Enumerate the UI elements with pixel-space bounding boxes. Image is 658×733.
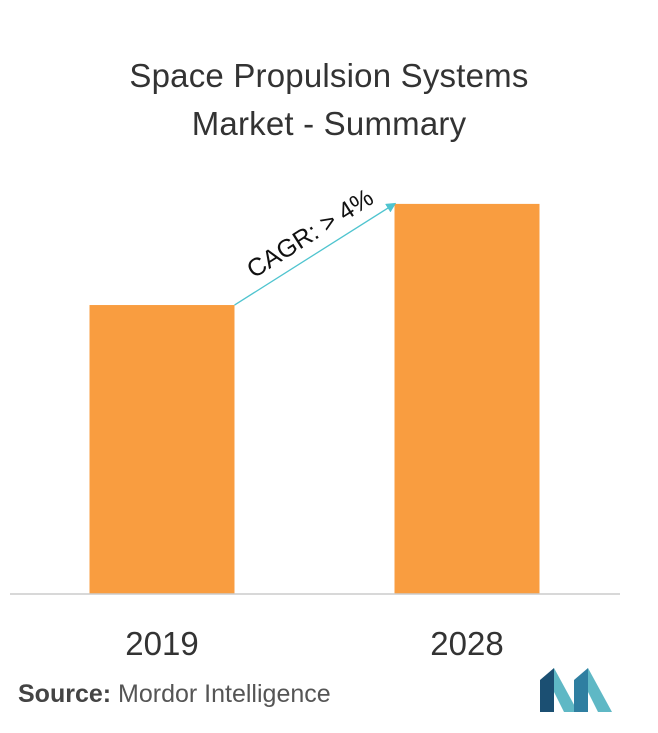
chart-title: Space Propulsion Systems Market - Summar…: [0, 52, 658, 148]
cagr-arrow: [234, 202, 397, 306]
bar-2019: [89, 305, 235, 594]
x-tick-label-2019: 2019: [125, 625, 198, 662]
cagr-label: CAGR: > 4%: [242, 183, 379, 284]
source-note: Source: Mordor Intelligence: [18, 680, 331, 709]
mordor-intelligence-logo-icon: [540, 668, 612, 712]
source-text: Mordor Intelligence: [111, 680, 331, 708]
source-label: Source:: [18, 680, 112, 708]
x-tick-label-2028: 2028: [430, 625, 503, 662]
bar-2028: [394, 203, 540, 594]
chart-title-line-1: Space Propulsion Systems: [129, 57, 529, 94]
chart-title-line-2: Market - Summary: [191, 105, 467, 142]
